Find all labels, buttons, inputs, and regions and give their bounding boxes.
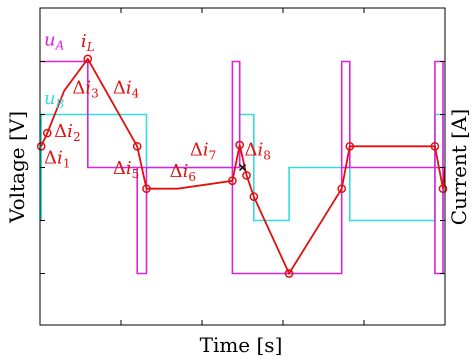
data-point <box>430 141 440 151</box>
delta-i-label-1: Δi1 <box>44 148 70 171</box>
data-point <box>228 176 237 186</box>
delta-i-label-7: Δi7 <box>190 140 216 163</box>
data-point <box>36 141 46 151</box>
data-point <box>345 141 355 151</box>
x-ticks <box>39 8 446 325</box>
delta-i-label-2: Δi2 <box>54 121 80 144</box>
data-point <box>438 184 448 194</box>
plot-frame <box>39 7 446 326</box>
data-point <box>132 141 142 151</box>
delta-i-label-5: Δi5 <box>113 158 139 181</box>
delta-i-label-4: Δi4 <box>113 77 140 100</box>
data-point <box>83 54 93 64</box>
series-line-i-l <box>40 57 445 276</box>
y-axis-label-left: Voltage [V] <box>5 111 29 224</box>
delta-i-label-8: Δi8 <box>245 140 271 163</box>
delta-i-label-6: Δi6 <box>170 161 196 184</box>
data-point <box>42 128 52 138</box>
legend-label-il: iL <box>81 31 95 54</box>
legend-label-ub: uB <box>44 88 65 111</box>
data-point <box>284 269 294 278</box>
data-point <box>235 140 245 150</box>
series-line-u-b <box>40 113 445 222</box>
data-point <box>142 184 151 194</box>
data-point <box>337 184 347 194</box>
axes-box <box>39 7 446 326</box>
y-axis-label-right: Current [A] <box>447 109 471 225</box>
data-point <box>249 192 259 201</box>
delta-i-label-3: Δi3 <box>72 77 98 100</box>
cross-marker <box>238 163 247 172</box>
x-axis-label: Time [s] <box>200 333 283 357</box>
data-point <box>242 171 251 180</box>
chart-marker-layer <box>36 54 448 278</box>
legend-label-ua: uA <box>44 30 65 53</box>
